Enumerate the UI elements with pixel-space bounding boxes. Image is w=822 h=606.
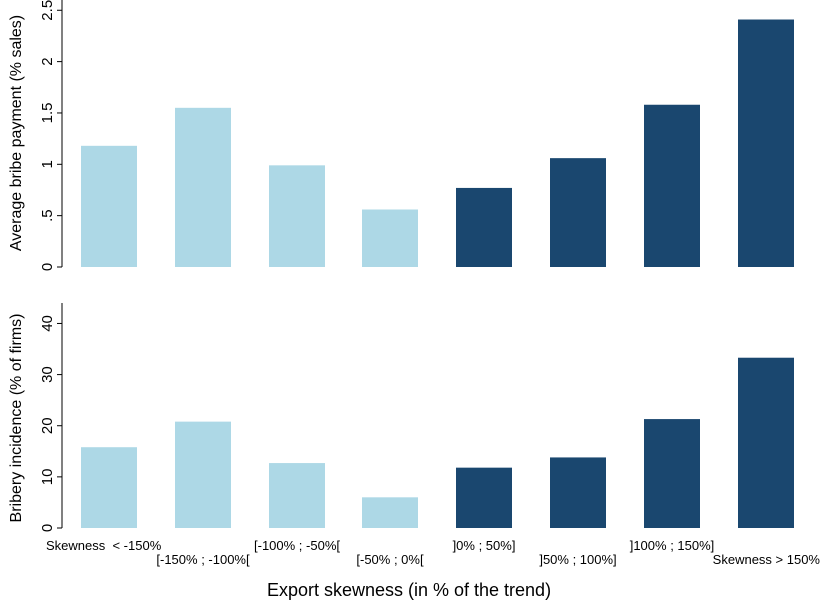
- x-category-label: ]50% ; 100%]: [539, 552, 616, 567]
- y-tick-label: 30: [39, 366, 56, 383]
- bar: [738, 357, 794, 528]
- x-category-label: [-100% ; -50%[: [254, 538, 340, 553]
- y-tick-label: .5: [39, 209, 56, 222]
- top-y-axis-label: Average bribe payment (% sales): [8, 15, 25, 251]
- y-tick-label: 1.5: [39, 103, 56, 124]
- y-tick-label: 2.5: [39, 0, 56, 21]
- x-category-label: Skewness > 150%: [713, 552, 821, 567]
- y-tick-label: 40: [39, 315, 56, 332]
- bar: [269, 463, 325, 528]
- x-category-label: ]100% ; 150%]: [630, 538, 715, 553]
- bribe-payment-panel: Average bribe payment (% sales) 0 .5 1 1.5 2…: [8, 0, 794, 271]
- x-category-label: ]0% ; 50%]: [453, 538, 516, 553]
- bar: [644, 104, 700, 267]
- y-tick-label: 1: [39, 160, 56, 168]
- bar: [81, 447, 137, 528]
- x-axis-category-labels: Skewness < -150%[-150% ; -100%[ [-100% ; …: [46, 538, 820, 567]
- bar: [550, 457, 606, 528]
- bar: [81, 145, 137, 267]
- bottom-y-axis-ticks: 0 10 20 30 40: [39, 315, 62, 532]
- bar: [644, 419, 700, 528]
- y-tick-label: 0: [39, 263, 56, 271]
- x-axis-label: Export skewness (in % of the trend): [267, 580, 551, 600]
- bar: [456, 467, 512, 528]
- bar: [175, 107, 231, 267]
- x-category-label: Skewness < -150%: [46, 538, 162, 553]
- x-category-label: [-150% ; -100%[: [156, 552, 250, 567]
- bar: [362, 209, 418, 267]
- y-tick-label: 2: [39, 57, 56, 65]
- top-bar-series: [81, 19, 794, 268]
- bar: [175, 421, 231, 528]
- top-y-axis-ticks: 0 .5 1 1.5 2 2.5: [39, 0, 62, 271]
- bar: [269, 165, 325, 267]
- bottom-y-axis-label: Bribery incidence (% of firms): [8, 314, 25, 523]
- bar: [456, 187, 512, 267]
- bar: [362, 497, 418, 528]
- y-tick-label: 10: [39, 469, 56, 486]
- bar: [738, 19, 794, 268]
- y-tick-label: 20: [39, 417, 56, 434]
- bribery-incidence-panel: Bribery incidence (% of firms) 0 10 20 30 40: [8, 303, 794, 532]
- bottom-bar-series: [81, 357, 794, 528]
- x-category-label: [-50% ; 0%[: [356, 552, 424, 567]
- y-tick-label: 0: [39, 524, 56, 532]
- bar: [550, 158, 606, 267]
